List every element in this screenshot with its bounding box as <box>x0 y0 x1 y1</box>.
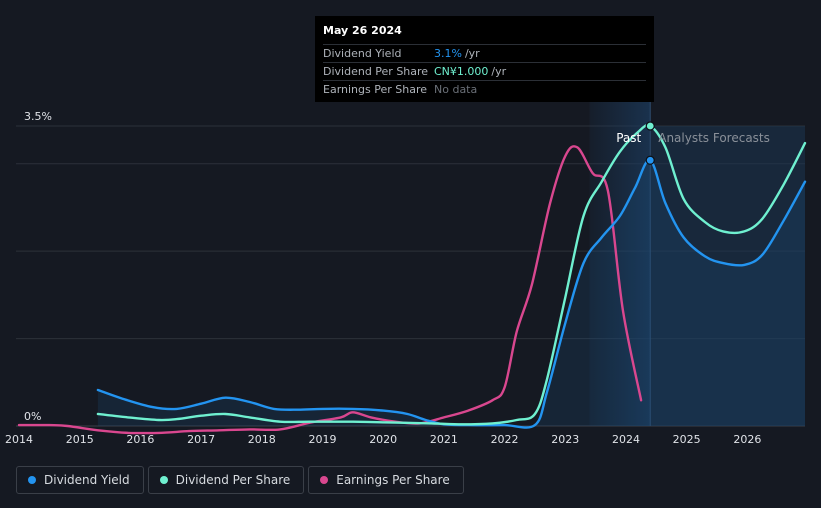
dividend-yield-line <box>96 159 807 429</box>
tooltip-label: Dividend Yield <box>323 47 402 60</box>
x-tick-label: 2024 <box>612 433 640 446</box>
legend-item-dividend-yield[interactable]: Dividend Yield <box>16 466 144 494</box>
tooltip-date: May 26 2024 <box>323 24 402 37</box>
dividend-per-share-line <box>96 124 807 426</box>
forecast-label: Analysts Forecasts <box>658 131 770 145</box>
x-tick-label: 2020 <box>369 433 397 446</box>
tooltip-unit: /yr <box>491 65 507 78</box>
x-tick-label: 2016 <box>126 433 154 446</box>
x-tick-label: 2019 <box>308 433 336 446</box>
tooltip-value: CN¥1.000 <box>434 65 489 78</box>
dividend-yield-area <box>97 160 805 428</box>
legend-dot-icon <box>320 476 329 484</box>
tooltip-row-dividend-yield: Dividend Yield 3.1% /yr <box>323 44 646 62</box>
past-label: Past <box>616 131 641 145</box>
x-tick-label: 2014 <box>5 433 33 446</box>
legend-label: Dividend Per Share <box>175 473 291 487</box>
legend-label: Earnings Per Share <box>336 473 450 487</box>
legend-dot-icon <box>159 476 168 484</box>
tooltip-label: Earnings Per Share <box>323 83 428 96</box>
x-tick-label: 2018 <box>248 433 276 446</box>
tooltip-value: 3.1% <box>434 47 462 60</box>
legend-item-earnings-per-share[interactable]: Earnings Per Share <box>308 466 464 494</box>
legend-dot-icon <box>28 476 36 484</box>
past-shade <box>589 102 651 426</box>
tooltip-label: Dividend Per Share <box>323 65 429 78</box>
x-tick-label: 2021 <box>430 433 458 446</box>
x-tick-label: 2017 <box>187 433 215 446</box>
y-tick-label: 0% <box>24 410 41 423</box>
tooltip: May 26 2024 Dividend Yield 3.1% /yr Divi… <box>315 16 654 102</box>
x-tick-label: 2025 <box>673 433 701 446</box>
legend-item-dividend-per-share[interactable]: Dividend Per Share <box>147 466 305 494</box>
x-tick-label: 2022 <box>491 433 519 446</box>
tooltip-row-earnings-per-share: Earnings Per Share No data <box>323 80 646 98</box>
dividend-per-share-marker <box>645 121 655 131</box>
tooltip-row-dividend-per-share: Dividend Per Share CN¥1.000 /yr <box>323 62 646 80</box>
x-tick-label: 2015 <box>66 433 94 446</box>
legend: Dividend Yield Dividend Per Share Earnin… <box>16 466 464 494</box>
dividend-yield-marker <box>645 155 655 165</box>
y-tick-label: 3.5% <box>24 110 52 123</box>
x-tick-label: 2026 <box>733 433 761 446</box>
tooltip-value: No data <box>434 83 478 96</box>
x-tick-label: 2023 <box>551 433 579 446</box>
series-markers <box>645 121 655 165</box>
axis-labels: 2014 2015 2016 2017 2018 2019 2020 2021 2022 2023… <box>5 110 770 446</box>
legend-label: Dividend Yield <box>44 473 130 487</box>
series-lines <box>17 124 807 435</box>
tooltip-unit: /yr <box>464 47 480 60</box>
